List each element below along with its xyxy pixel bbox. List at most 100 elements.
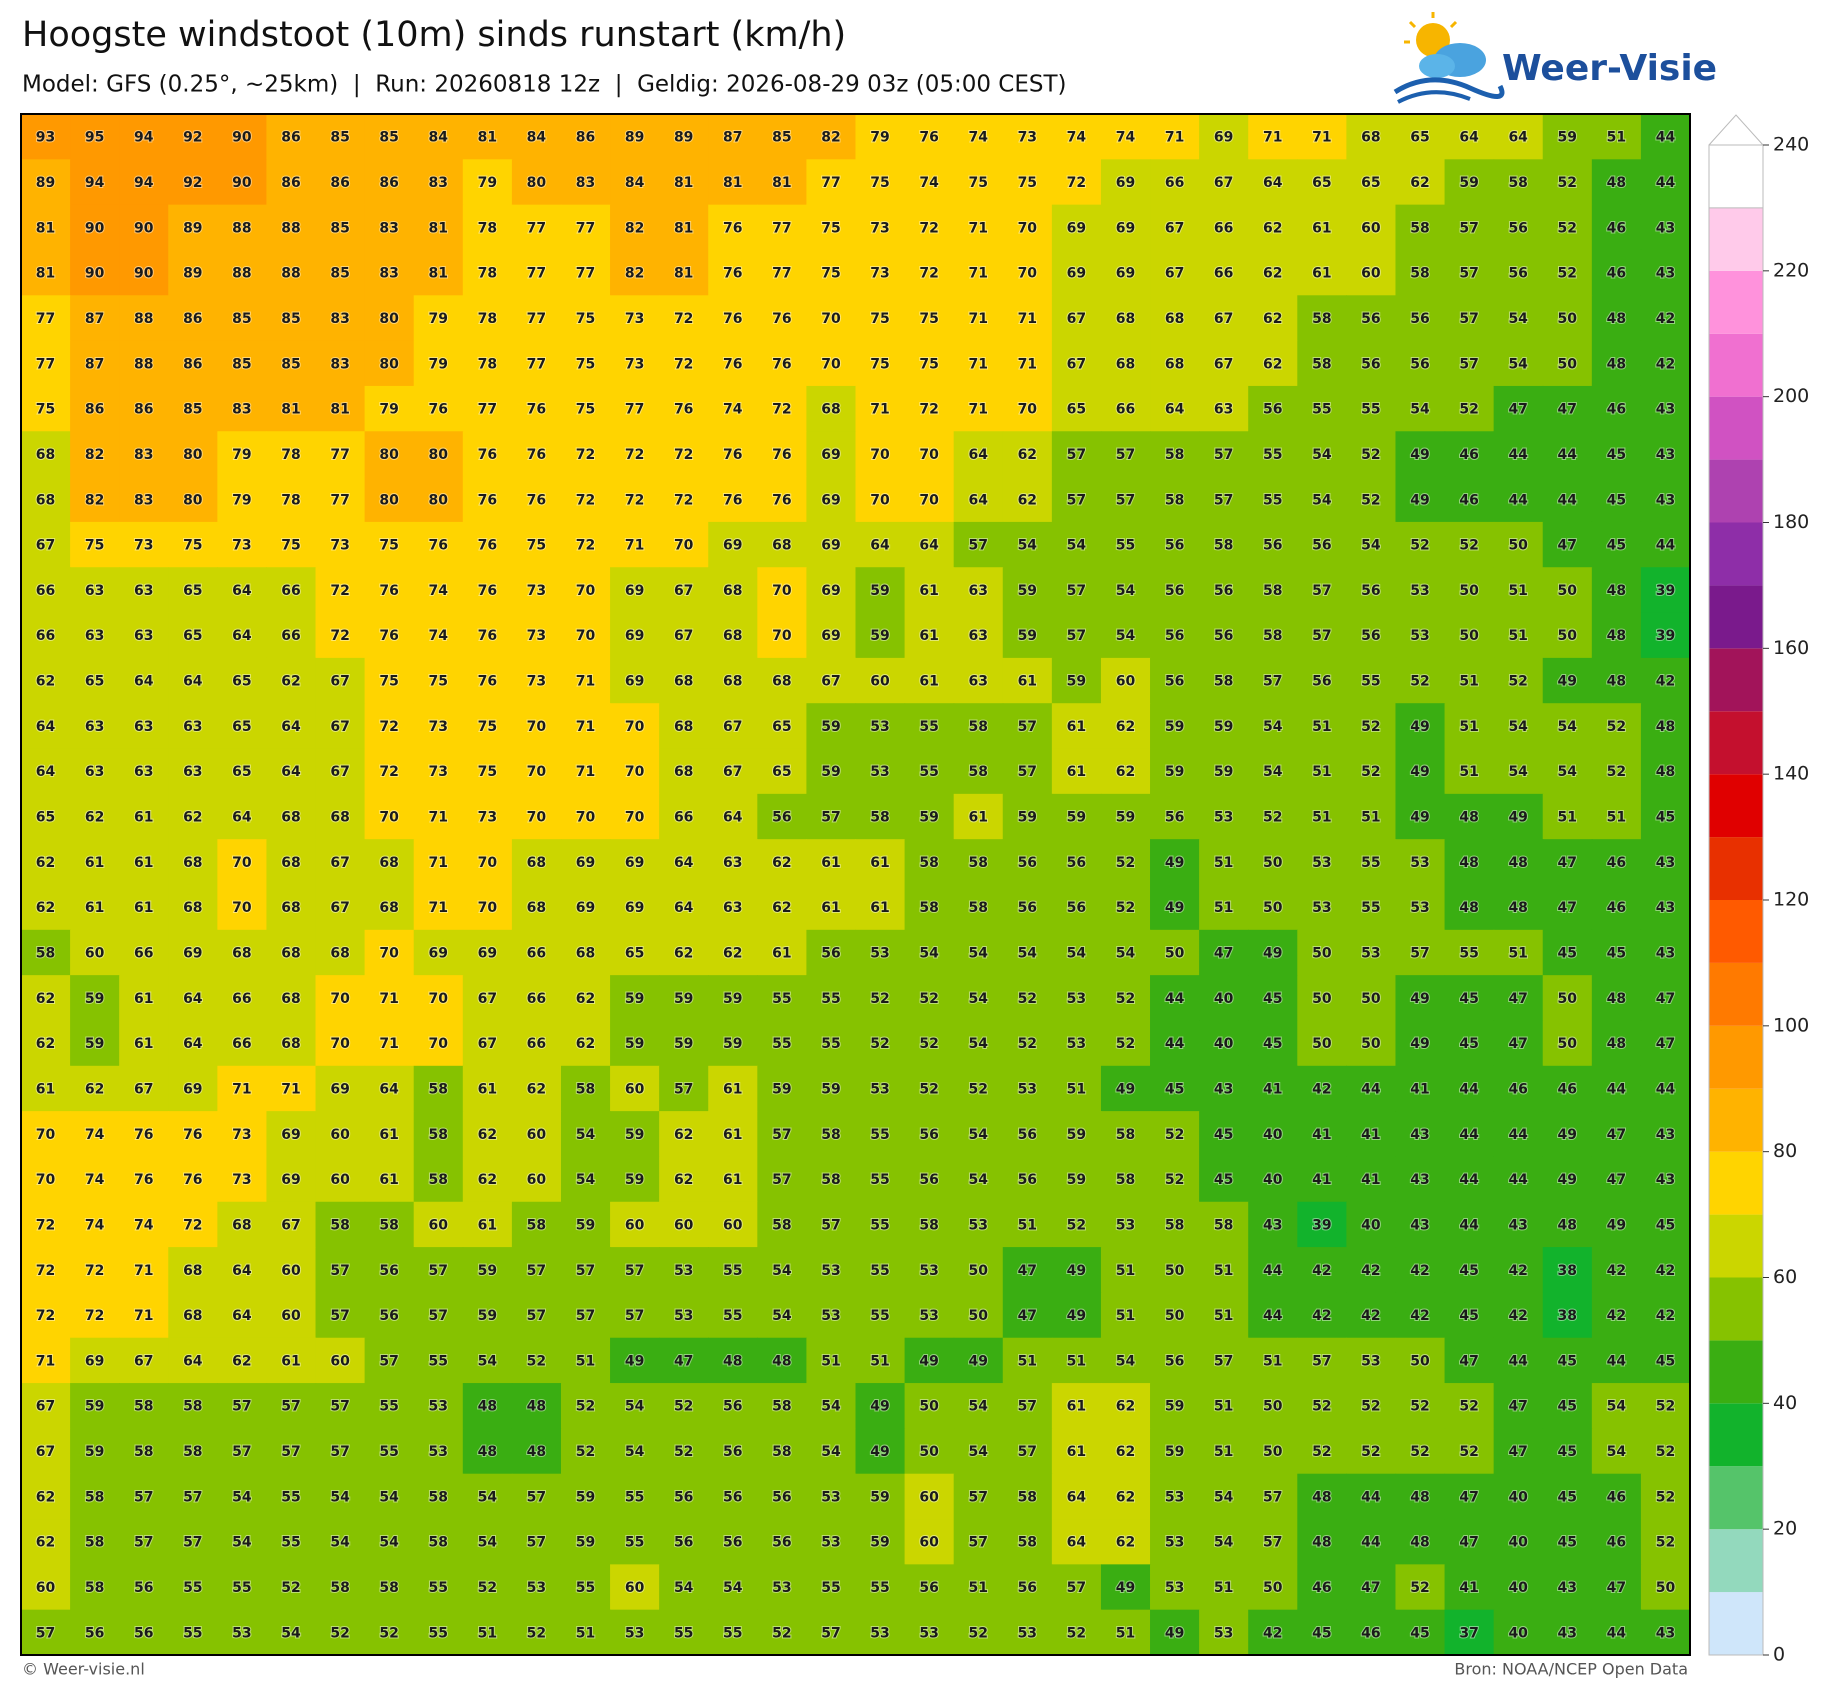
value-label: 62	[1263, 356, 1282, 372]
field-cell	[266, 793, 317, 840]
value-label: 53	[1018, 1081, 1037, 1097]
field-cell	[1395, 295, 1446, 342]
value-label: 72	[1067, 175, 1086, 191]
field-cell	[364, 340, 415, 387]
value-label: 92	[183, 175, 202, 191]
field-cell	[1248, 1111, 1298, 1158]
value-label: 75	[1018, 175, 1037, 191]
field-cell	[1640, 385, 1691, 432]
value-label: 61	[379, 1172, 398, 1188]
value-label: 59	[1165, 1444, 1184, 1460]
field-cell	[904, 1247, 955, 1294]
value-label: 75	[527, 538, 546, 554]
field-cell	[1395, 929, 1446, 976]
value-label: 71	[379, 991, 398, 1007]
field-cell	[1100, 295, 1151, 342]
field-cell	[413, 703, 464, 750]
field-cell	[1444, 1201, 1495, 1248]
colorbar-segment	[1709, 1277, 1763, 1341]
field-cell	[168, 975, 218, 1022]
value-label: 47	[1459, 1535, 1478, 1551]
value-label: 53	[821, 1263, 840, 1279]
field-cell	[413, 1065, 464, 1112]
field-cell	[806, 703, 857, 750]
colorbar-segment	[1709, 1340, 1763, 1404]
field-cell	[1591, 1065, 1642, 1112]
field-cell	[1199, 1519, 1249, 1565]
value-label: 62	[1263, 266, 1282, 282]
value-label: 72	[919, 220, 938, 236]
field-cell	[1100, 1428, 1151, 1475]
field-cell	[1248, 1473, 1298, 1520]
field-cell	[1640, 431, 1691, 478]
field-cell	[70, 1337, 120, 1384]
field-cell	[855, 703, 906, 750]
value-label: 88	[281, 266, 300, 282]
value-label: 52	[1558, 175, 1577, 191]
field-cell	[413, 657, 464, 704]
field-cell	[904, 1383, 955, 1429]
field-cell	[1002, 884, 1053, 931]
field-cell	[21, 295, 71, 342]
field-cell	[21, 1428, 71, 1475]
field-cell	[659, 657, 709, 704]
value-label: 61	[134, 855, 153, 871]
value-label: 61	[723, 1172, 742, 1188]
value-label: 69	[281, 1127, 300, 1143]
value-label: 57	[625, 1263, 644, 1279]
field-cell	[610, 884, 660, 931]
value-label: 62	[36, 1036, 55, 1052]
field-cell	[1002, 612, 1053, 659]
field-cell	[266, 1247, 317, 1294]
value-label: 52	[576, 1399, 595, 1415]
field-cell	[1150, 1564, 1200, 1611]
field-cell	[560, 1383, 611, 1429]
field-cell	[708, 159, 758, 206]
field-cell	[70, 431, 120, 478]
value-label: 55	[870, 1127, 889, 1143]
value-label: 49	[1263, 945, 1282, 961]
field-cell	[560, 159, 611, 206]
field-cell	[1150, 1609, 1200, 1656]
value-label: 63	[723, 855, 742, 871]
field-cell	[1493, 703, 1544, 750]
value-label: 52	[1018, 1036, 1037, 1052]
value-label: 55	[821, 1036, 840, 1052]
value-label: 85	[330, 266, 349, 282]
field-cell	[168, 521, 218, 568]
value-label: 45	[1607, 945, 1626, 961]
field-cell	[168, 929, 218, 976]
field-cell	[855, 1564, 906, 1611]
field-cell	[708, 1156, 758, 1203]
value-label: 62	[674, 1172, 693, 1188]
value-label: 56	[379, 1308, 398, 1324]
value-label: 73	[478, 810, 497, 826]
field-cell	[1493, 657, 1544, 704]
value-label: 53	[674, 1308, 693, 1324]
field-cell	[1051, 612, 1102, 659]
field-cell	[953, 476, 1004, 523]
field-cell	[1493, 476, 1544, 523]
field-cell	[266, 1201, 317, 1248]
value-label: 69	[281, 1172, 300, 1188]
value-label: 85	[232, 356, 251, 372]
colorbar-segment	[1709, 1151, 1763, 1215]
field-cell	[70, 975, 120, 1022]
field-cell	[168, 1201, 218, 1248]
field-cell	[1493, 929, 1544, 976]
value-label: 54	[625, 1444, 645, 1460]
field-cell	[953, 431, 1004, 478]
field-cell	[119, 1519, 169, 1565]
field-cell	[904, 385, 955, 432]
field-cell	[462, 521, 513, 568]
value-label: 68	[772, 538, 791, 554]
value-label: 72	[576, 538, 595, 554]
value-label: 42	[1656, 1263, 1675, 1279]
value-label: 65	[1312, 175, 1331, 191]
value-label: 49	[1410, 719, 1429, 735]
field-cell	[364, 249, 415, 296]
field-cell	[1150, 1065, 1200, 1112]
field-cell	[1444, 1428, 1495, 1475]
field-cell	[1297, 1564, 1347, 1611]
